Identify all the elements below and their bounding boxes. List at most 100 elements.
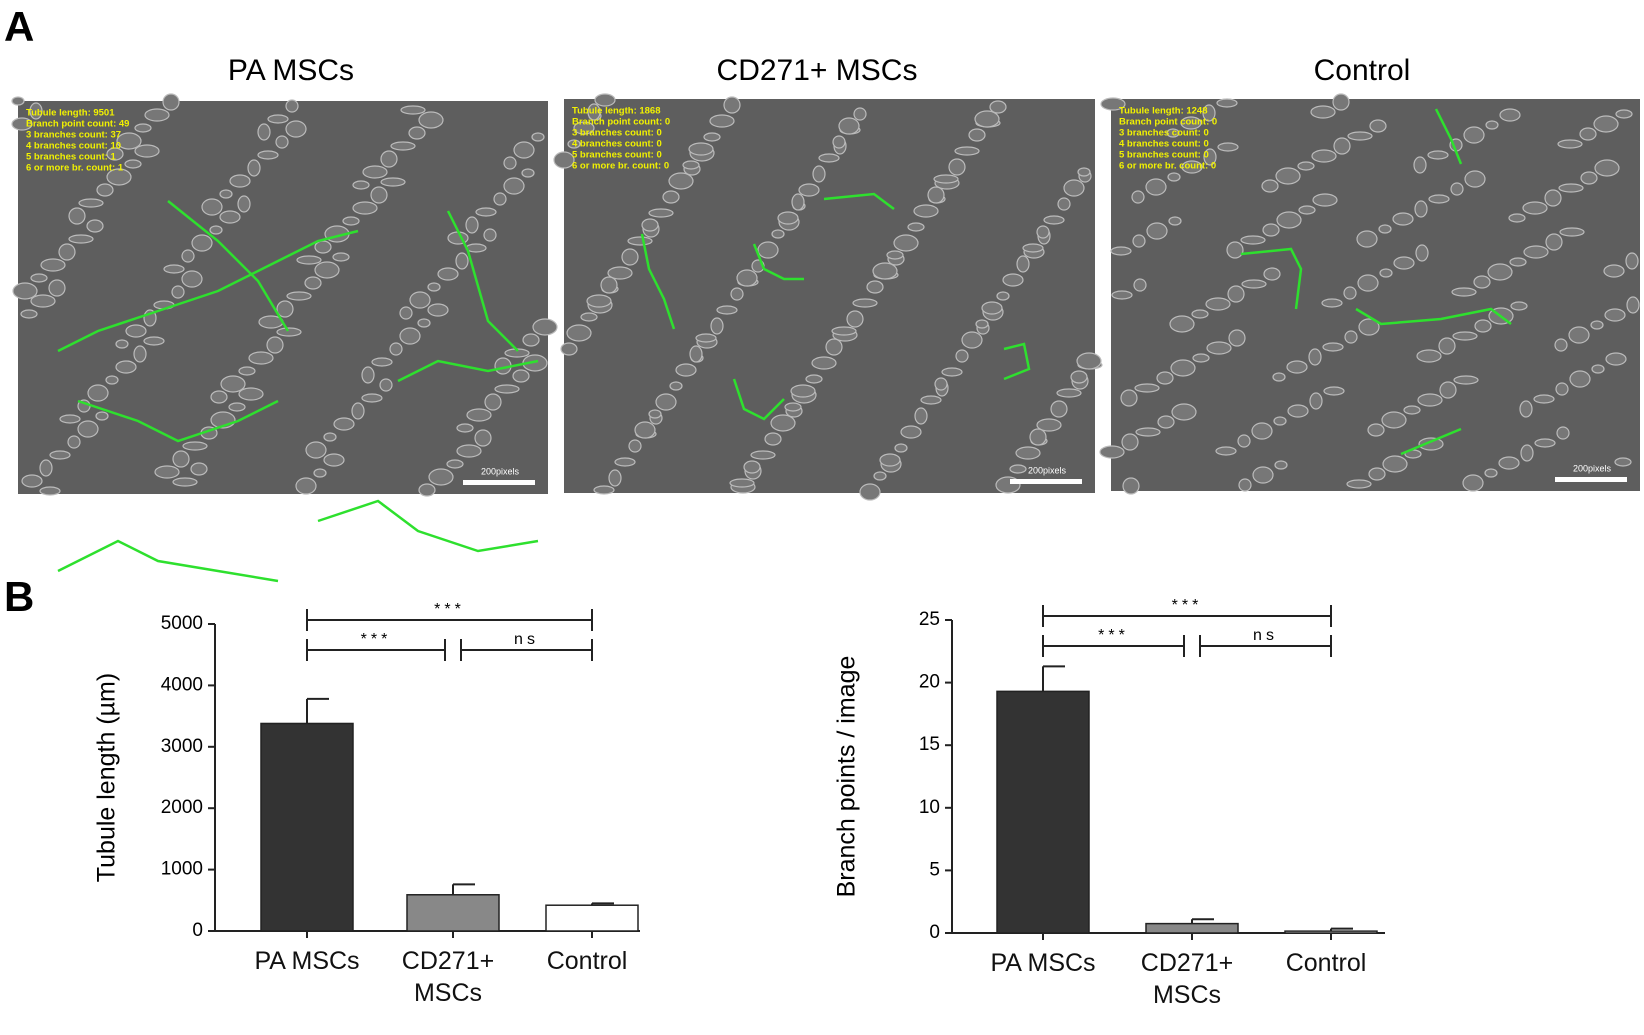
cell — [1056, 388, 1082, 398]
cell — [1241, 279, 1267, 289]
cell — [162, 93, 180, 111]
cell — [594, 93, 616, 107]
tubule-trace — [77, 399, 279, 443]
stat-text: 3 branches count: 37 — [26, 130, 121, 141]
cell — [30, 273, 48, 283]
cell — [154, 465, 180, 479]
cell — [323, 432, 337, 442]
cell — [1498, 456, 1520, 470]
cell — [955, 349, 969, 363]
cell — [1614, 457, 1632, 467]
cell — [105, 375, 119, 385]
cell — [1131, 190, 1145, 204]
cell — [831, 326, 857, 336]
cell — [567, 139, 581, 149]
cell — [853, 107, 867, 121]
cell — [390, 141, 416, 151]
cell — [333, 417, 355, 431]
cell — [11, 96, 25, 106]
cell — [361, 366, 375, 384]
cell — [1216, 98, 1238, 108]
image-title: PA MSCs — [228, 54, 354, 87]
cell — [1367, 423, 1385, 437]
cell — [1533, 394, 1555, 404]
cell — [716, 305, 738, 315]
x-tick-label: CD271+ MSCs — [1140, 949, 1234, 1009]
cell — [770, 414, 796, 432]
cell — [1555, 382, 1569, 396]
cell — [49, 450, 71, 460]
cell — [1452, 331, 1478, 341]
cell — [614, 457, 636, 467]
stat-text: Tubule length: 9501 — [26, 108, 115, 119]
cell — [1604, 308, 1626, 322]
cell — [1180, 116, 1202, 130]
cell — [409, 291, 431, 309]
cell — [285, 120, 307, 138]
stat-text: Tubule length: 1868 — [572, 106, 661, 117]
cell — [314, 261, 340, 279]
significance-bracket — [460, 639, 593, 661]
cell — [59, 414, 81, 424]
cell — [21, 474, 43, 488]
cell — [1157, 415, 1175, 429]
cell — [1217, 142, 1239, 152]
cell — [894, 443, 908, 453]
y-tick-label: 1000 — [161, 859, 203, 880]
stat-text: 5 branches count: 1 — [26, 152, 116, 163]
cell — [1487, 263, 1513, 281]
scale-bar-label: 200pixels — [1573, 463, 1612, 473]
cell — [238, 366, 256, 376]
cell — [1382, 455, 1408, 473]
cell — [1156, 371, 1174, 385]
cell — [172, 450, 190, 468]
cell — [248, 351, 274, 365]
cell — [1015, 446, 1041, 460]
cell — [1474, 319, 1492, 333]
cell — [483, 228, 497, 242]
cell — [229, 174, 251, 188]
cell — [1393, 256, 1415, 270]
cell — [1603, 264, 1625, 278]
cell — [1043, 215, 1065, 225]
significance-label: *** — [1098, 627, 1129, 644]
cell — [1286, 360, 1308, 374]
cell — [1203, 148, 1217, 166]
cell — [1276, 211, 1302, 229]
cell — [201, 198, 223, 216]
panel-label: A — [4, 3, 34, 50]
cell — [1100, 97, 1126, 111]
cell — [1347, 131, 1373, 141]
cell — [736, 269, 758, 287]
stat-text: Branch point count: 0 — [572, 117, 670, 128]
cell — [1170, 359, 1196, 377]
cell — [133, 345, 147, 363]
cell — [370, 186, 388, 204]
cell — [688, 142, 714, 156]
image-title: Control — [1314, 54, 1411, 87]
cell — [115, 360, 137, 374]
cell — [1605, 352, 1627, 366]
cell — [1272, 372, 1286, 382]
cell — [811, 356, 837, 370]
tubule-trace — [446, 210, 519, 352]
cell — [1508, 213, 1526, 223]
cell — [68, 207, 86, 225]
cell — [621, 248, 639, 266]
cell — [743, 460, 761, 474]
cell — [1484, 468, 1498, 478]
cell — [1593, 115, 1619, 133]
cell — [669, 381, 683, 391]
cell — [144, 108, 170, 122]
cell — [257, 123, 271, 141]
cell — [1358, 318, 1380, 336]
cell — [989, 100, 1007, 114]
tubule-trace — [640, 233, 676, 330]
cell — [95, 411, 109, 421]
cell — [115, 339, 129, 349]
tubule-trace — [397, 359, 539, 383]
cell — [1099, 445, 1125, 459]
cell — [587, 103, 601, 121]
cell — [418, 483, 436, 497]
